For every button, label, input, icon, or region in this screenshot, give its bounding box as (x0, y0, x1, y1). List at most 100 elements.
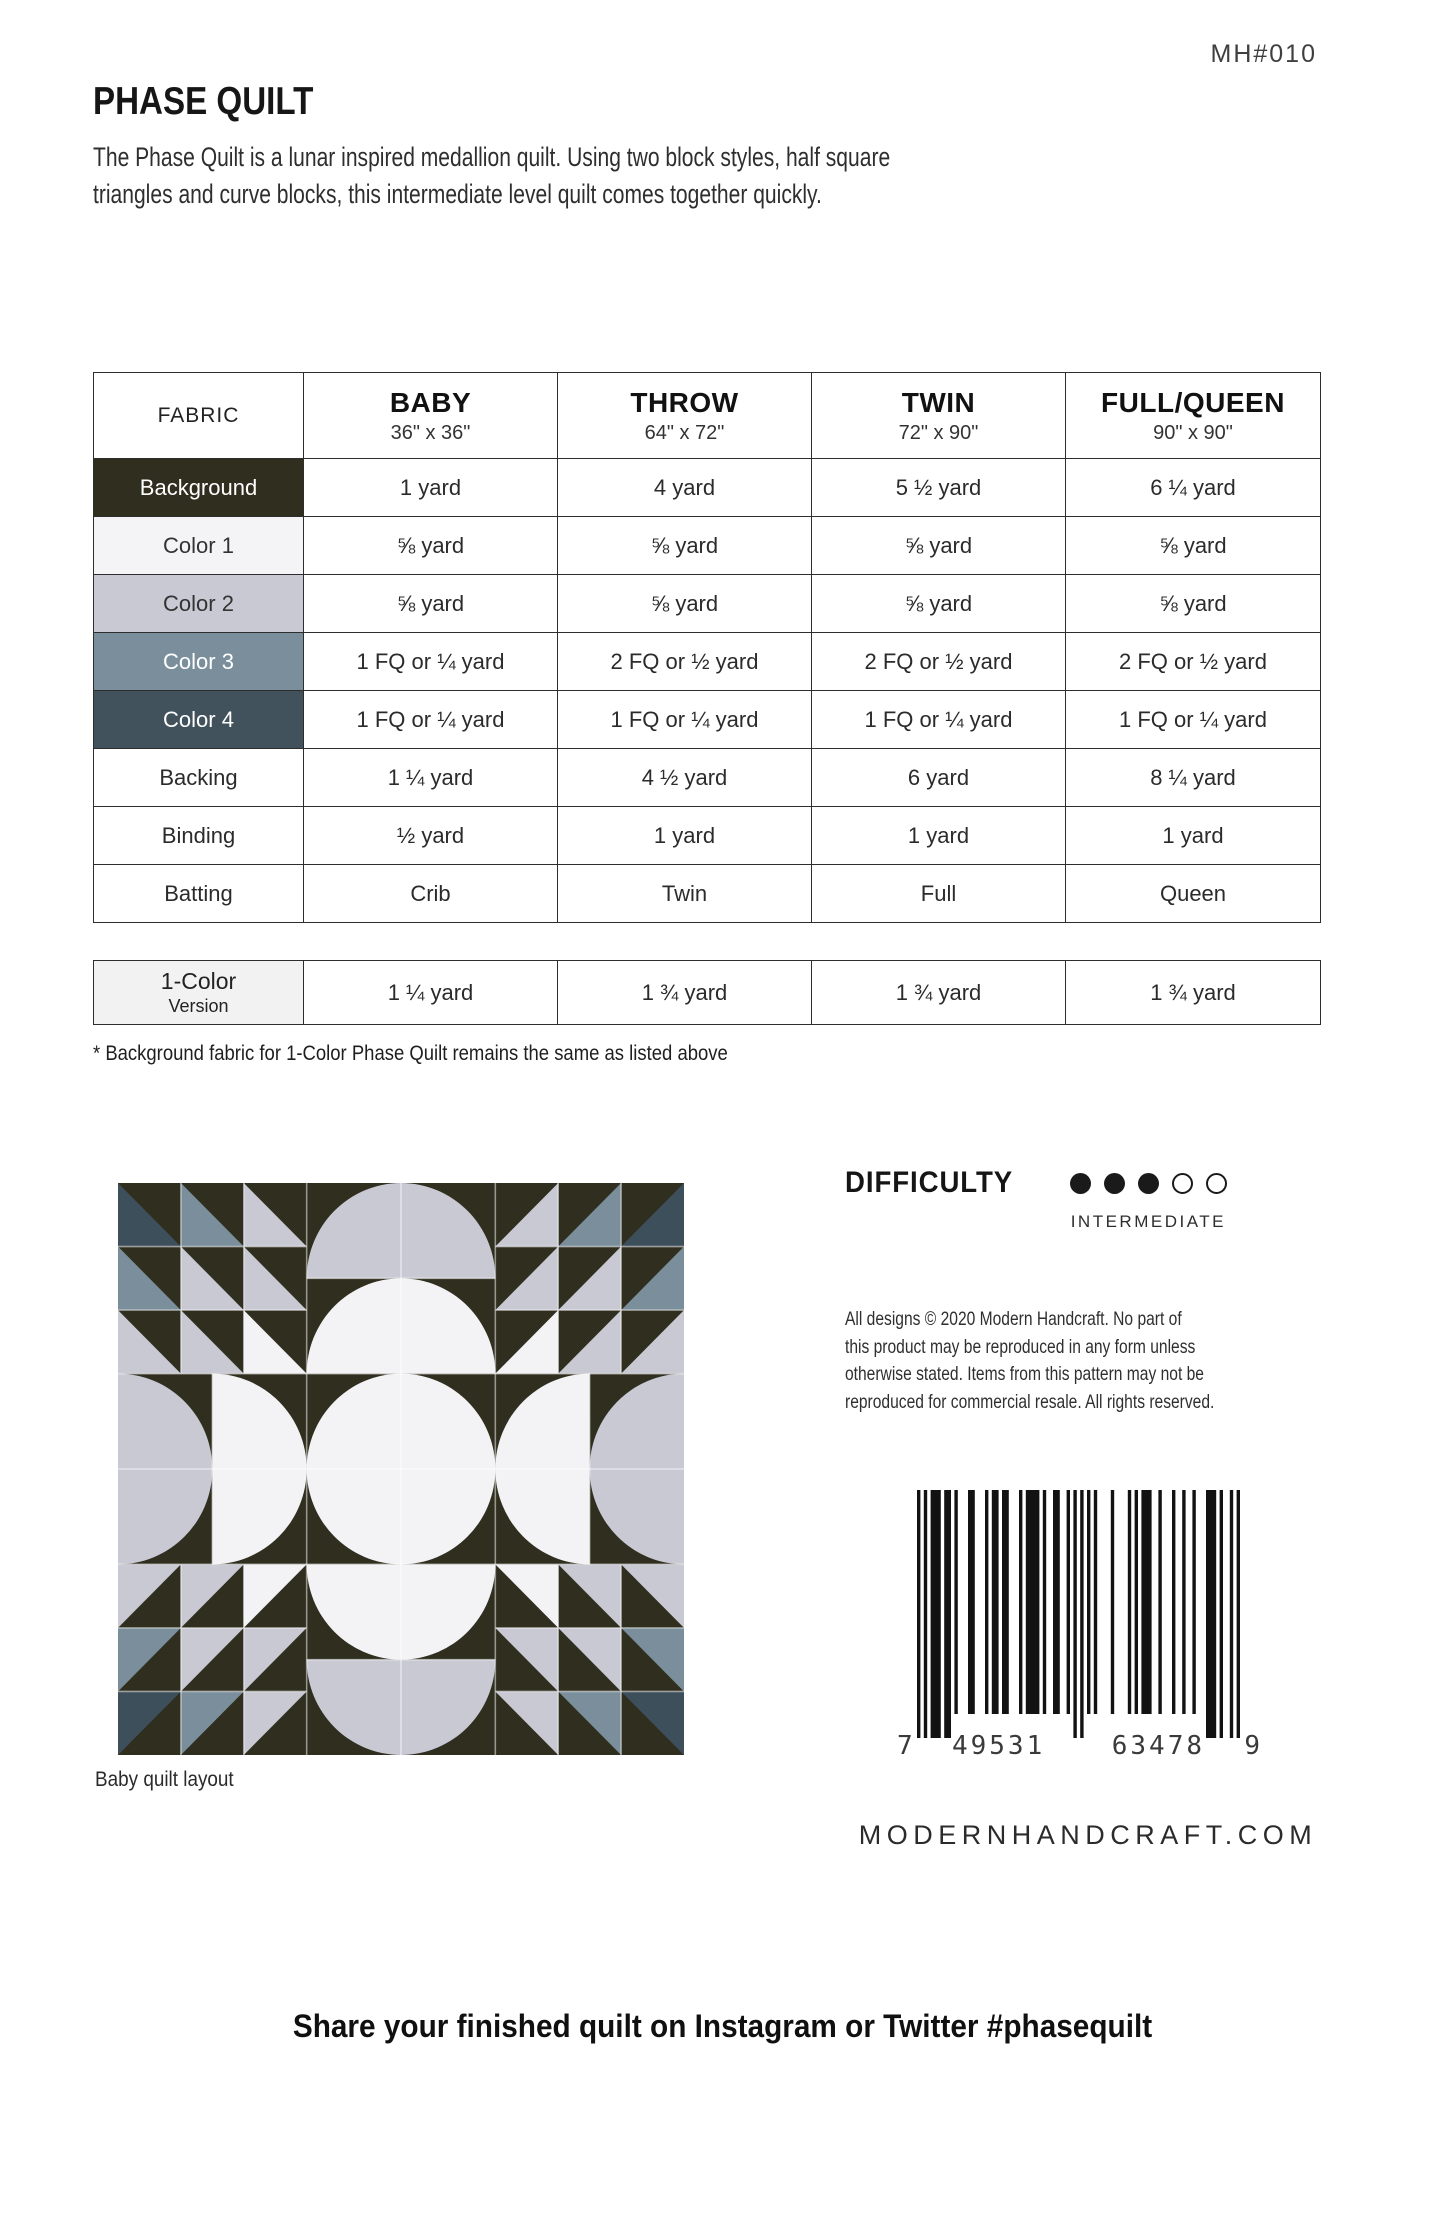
yardage-cell: 5 ½ yard (811, 458, 1066, 517)
row-label: Batting (93, 864, 304, 923)
barcode-bar (1080, 1490, 1084, 1738)
yardage-cell: 1 yard (1065, 806, 1321, 865)
yardage-cell: Queen (1065, 864, 1321, 923)
barcode-bar (1182, 1490, 1186, 1714)
yardage-cell: 4 ½ yard (557, 748, 812, 807)
yardage-cell: 2 FQ or ½ yard (557, 632, 812, 691)
table-footnote: * Background fabric for 1-Color Phase Qu… (93, 1042, 728, 1065)
barcode-bar (1087, 1490, 1091, 1714)
yardage-cell: 6 ¼ yard (1065, 458, 1321, 517)
yardage-cell: 1 ¾ yard (1065, 960, 1321, 1025)
row-label: Color 2 (93, 574, 304, 633)
barcode-bar (954, 1490, 958, 1714)
barcode-bar (917, 1490, 921, 1738)
yardage-cell: 2 FQ or ½ yard (811, 632, 1066, 691)
yardage-cell: Crib (303, 864, 558, 923)
barcode-bar (1219, 1490, 1223, 1738)
yardage-cell: 2 FQ or ½ yard (1065, 632, 1321, 691)
difficulty-dot-empty (1172, 1172, 1193, 1194)
barcode-bar (1206, 1490, 1217, 1738)
yardage-cell: 1 ¼ yard (303, 748, 558, 807)
barcode-bar (944, 1490, 951, 1738)
barcode-bar (1236, 1490, 1240, 1738)
size-column-header: BABY 36" x 36" (303, 372, 558, 459)
yardage-cell: 8 ¼ yard (1065, 748, 1321, 807)
yardage-cell: ⅝ yard (303, 516, 558, 575)
barcode-bar (1172, 1490, 1176, 1714)
social-share-line: Share your finished quilt on Instagram o… (292, 2008, 1153, 2044)
pattern-number: MH#010 (1210, 40, 1317, 68)
barcode-bar (985, 1490, 989, 1714)
yardage-cell: 1 yard (303, 458, 558, 517)
barcode-bar (1019, 1490, 1023, 1714)
row-label: Color 4 (93, 690, 304, 749)
quilt-layout-illustration (118, 1183, 684, 1760)
barcode-bar (1127, 1490, 1132, 1714)
table-row: Binding ½ yard 1 yard 1 yard 1 yard (93, 806, 1321, 865)
copyright-notice: All designs © 2020 Modern Handcraft. No … (845, 1306, 1214, 1416)
one-color-version-table: 1-Color Version 1 ¼ yard 1 ¾ yard 1 ¾ yard 1 … (93, 960, 1321, 1025)
difficulty-label: DIFFICULTY (845, 1166, 1014, 1199)
barcode-bar (1042, 1490, 1047, 1714)
size-column-header: TWIN 72" x 90" (811, 372, 1066, 459)
copyright-line: this product may be reproduced in any fo… (845, 1335, 1196, 1358)
yardage-cell: ⅝ yard (557, 516, 812, 575)
one-color-table-body: 1-Color Version 1 ¼ yard 1 ¾ yard 1 ¾ yard 1 … (93, 960, 1321, 1025)
fabric-table-body: FABRIC BABY 36" x 36" THROW 64" x 72" TWIN 72"… (93, 372, 1321, 923)
barcode-bar (923, 1490, 928, 1738)
difficulty-dot-filled (1104, 1172, 1125, 1194)
barcode-bar (1110, 1490, 1115, 1714)
one-color-row: 1-Color Version 1 ¼ yard 1 ¾ yard 1 ¾ yard 1 … (93, 960, 1321, 1025)
barcode-bar (1158, 1490, 1162, 1714)
barcode-bar (968, 1490, 975, 1714)
barcode-bar (1025, 1490, 1040, 1714)
difficulty-dot-filled (1138, 1172, 1159, 1194)
copyright-line: reproduced for commercial resale. All ri… (845, 1390, 1215, 1413)
barcode: 7 49531 63478 9 (893, 1486, 1265, 1765)
website-url: MODERNHANDCRAFT.COM (858, 1820, 1318, 1850)
barcode-bar (1053, 1490, 1060, 1714)
row-label: Backing (93, 748, 304, 807)
row-label: Background (93, 458, 304, 517)
table-row: Background 1 yard 4 yard 5 ½ yard 6 ¼ yard (93, 458, 1321, 517)
table-row: Backing 1 ¼ yard 4 ½ yard 6 yard 8 ¼ yard (93, 748, 1321, 807)
barcode-digits: 49531 (952, 1731, 1045, 1760)
barcode-bar (1192, 1490, 1196, 1714)
barcode-bar (1141, 1490, 1152, 1714)
barcode-digits: 63478 (1112, 1731, 1205, 1760)
yardage-cell: ⅝ yard (1065, 516, 1321, 575)
yardage-cell: Full (811, 864, 1066, 923)
barcode-bar (1073, 1490, 1077, 1738)
difficulty-level: INTERMEDIATE (1070, 1212, 1226, 1231)
yardage-cell: ⅝ yard (811, 574, 1066, 633)
fabric-requirements-table: FABRIC BABY 36" x 36" THROW 64" x 72" TWIN 72"… (93, 372, 1321, 923)
barcode-bar (1134, 1490, 1138, 1714)
quilt-caption: Baby quilt layout (95, 1768, 234, 1791)
barcode-bar (1229, 1490, 1234, 1738)
barcode-svg: 7 49531 63478 9 (897, 1490, 1263, 1761)
yardage-cell: ½ yard (303, 806, 558, 865)
yardage-cell: 1 FQ or ¼ yard (303, 690, 558, 749)
difficulty-dots (1070, 1172, 1227, 1194)
yardage-cell: 1 FQ or ¼ yard (1065, 690, 1321, 749)
yardage-cell: 6 yard (811, 748, 1066, 807)
page-title: PHASE QUILT (93, 80, 314, 123)
row-label: Color 1 (93, 516, 304, 575)
yardage-cell: ⅝ yard (557, 574, 812, 633)
yardage-cell: 1 FQ or ¼ yard (811, 690, 1066, 749)
barcode-digits: 9 (1244, 1731, 1263, 1760)
difficulty-dot-empty (1206, 1172, 1227, 1194)
barcode-bar (930, 1490, 941, 1738)
yardage-cell: ⅝ yard (1065, 574, 1321, 633)
yardage-cell: 1 ¾ yard (811, 960, 1066, 1025)
barcode-bar (1066, 1490, 1070, 1714)
barcode-digits: 7 (897, 1731, 916, 1760)
table-header-row: FABRIC BABY 36" x 36" THROW 64" x 72" TWIN 72"… (93, 372, 1321, 459)
barcode-bar (991, 1490, 999, 1714)
one-color-label: 1-Color Version (93, 960, 304, 1025)
copyright-line: All designs © 2020 Modern Handcraft. No … (845, 1308, 1182, 1330)
